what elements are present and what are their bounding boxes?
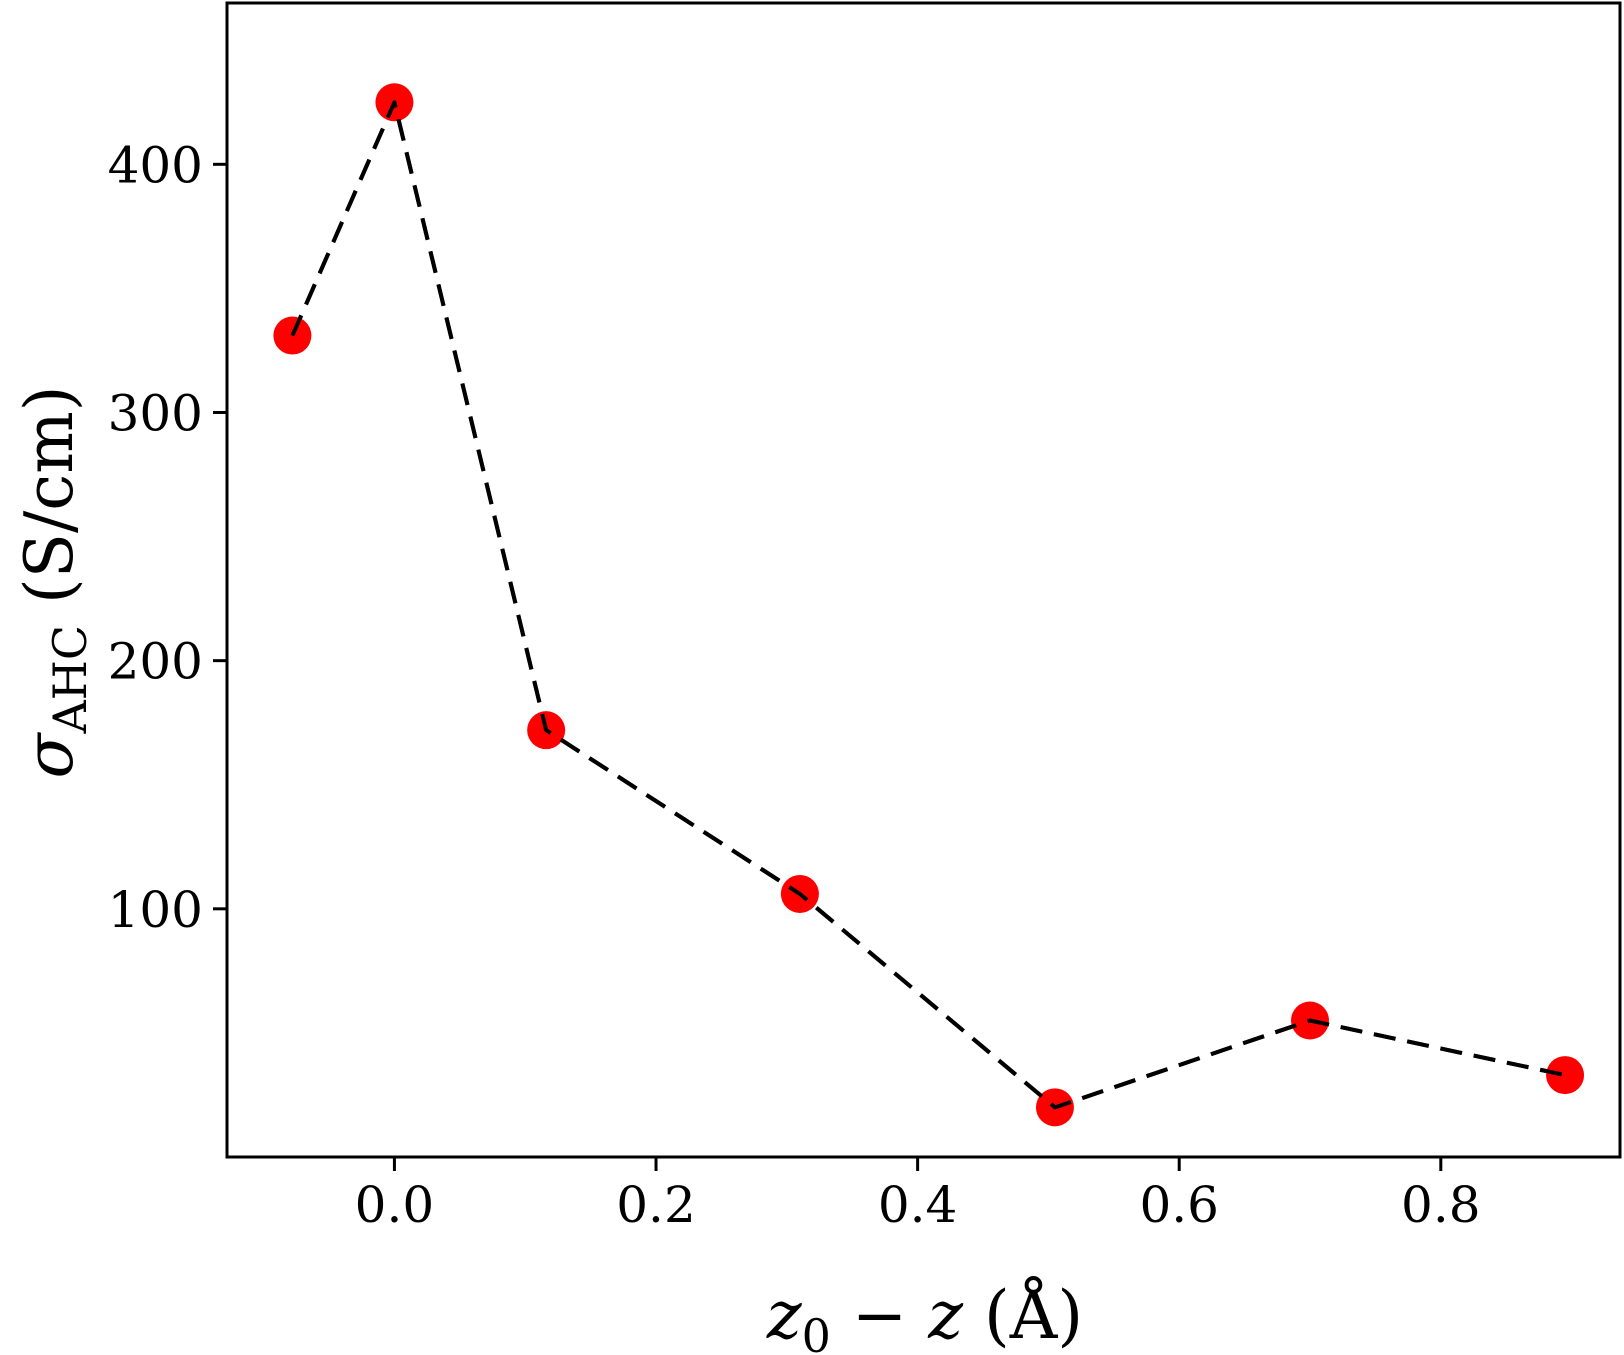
y-tick-label: 200	[108, 633, 203, 691]
y-tick-label: 100	[108, 881, 203, 939]
x-axis-label: z0 − z (Å)	[766, 1277, 1083, 1355]
ticks-layer: 0.0 0.2 0.4 0.6 0.8 100 200 300 400	[108, 136, 1481, 1234]
y-axis-label-sub: AHC	[43, 625, 97, 735]
x-tick-label: 0.2	[616, 1176, 696, 1234]
x-tick-label: 0.4	[878, 1176, 958, 1234]
x-axis-label-sub1: 0	[802, 1309, 831, 1355]
x-axis-label-unit: (Å)	[963, 1277, 1083, 1354]
series-line-overlay	[290, 100, 1566, 1110]
plot-frame	[225, 1, 1622, 1159]
y-axis-label-unit: (S/cm)	[11, 385, 88, 624]
x-axis-label-var1: z	[766, 1277, 803, 1354]
series-line	[290, 100, 1566, 1110]
x-axis-label-var2: z	[927, 1277, 964, 1354]
y-tick-label: 400	[108, 136, 203, 194]
x-tick-label: 0.8	[1401, 1176, 1481, 1234]
x-tick-label: 0.6	[1139, 1176, 1219, 1234]
y-tick-label: 300	[108, 384, 203, 442]
y-axis-label-var: σ	[11, 732, 88, 779]
x-tick-label: 0.0	[355, 1176, 435, 1234]
data-point	[1546, 1056, 1585, 1095]
series-layer	[273, 83, 1585, 1127]
y-axis-label: σAHC (S/cm)	[11, 385, 97, 778]
x-axis-label-op: −	[831, 1277, 928, 1354]
